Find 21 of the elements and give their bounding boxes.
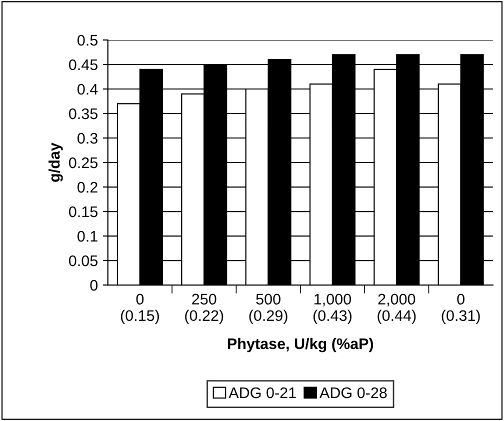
y-tick-label: 0.1 bbox=[77, 230, 98, 242]
x-tick-label: 500 (0.29) bbox=[249, 294, 288, 324]
y-tick-label: 0.45 bbox=[69, 59, 98, 70]
y-tick-label: 0.4 bbox=[77, 84, 98, 95]
x-tick-label: 1,000 (0.43) bbox=[313, 294, 352, 324]
y-tick-label: 0.5 bbox=[77, 34, 98, 46]
x-tick-label: 0 (0.31) bbox=[442, 294, 480, 324]
y-tick-label: 0.25 bbox=[69, 157, 98, 168]
legend-label: ADG 0-28 bbox=[320, 387, 387, 398]
y-tick-label: 0.05 bbox=[69, 255, 98, 266]
x-tick-label: 0 (0.15) bbox=[120, 294, 159, 324]
y-tick-label: 0.15 bbox=[69, 206, 98, 218]
y-tick-label: 0 bbox=[90, 280, 98, 291]
y-tick-label: 0.35 bbox=[69, 108, 98, 120]
y-tick-label: 0.3 bbox=[77, 132, 98, 144]
x-axis-title: Phytase, U/kg (%aP) bbox=[228, 338, 374, 352]
x-tick-label: 2,000 (0.44) bbox=[378, 294, 416, 324]
legend-label: ADG 0-21 bbox=[228, 387, 296, 398]
x-tick-label: 250 (0.22) bbox=[185, 294, 224, 324]
y-tick-label: 0.2 bbox=[77, 182, 98, 193]
y-axis-title: g/day bbox=[48, 142, 63, 182]
